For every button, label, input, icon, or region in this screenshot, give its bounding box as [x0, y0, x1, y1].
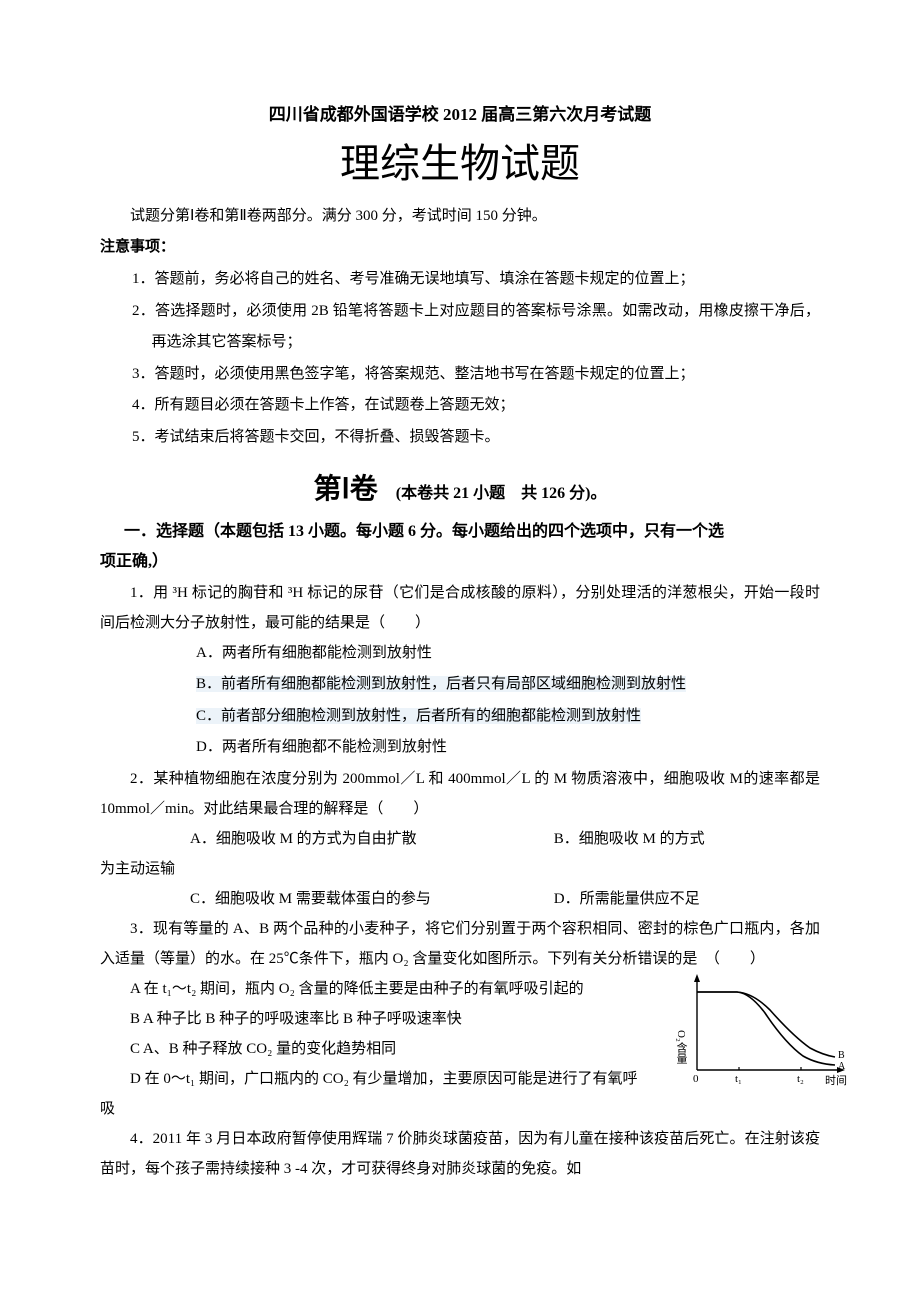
curve-b — [697, 992, 835, 1057]
t1-label: t₁ — [735, 1073, 742, 1085]
question-2: 2．某种植物细胞在浓度分别为 200mmol／L 和 400mmol／L 的 M… — [100, 764, 820, 824]
notice-item: 4．所有题目必须在答题卡上作答，在试题卷上答题无效； — [132, 390, 820, 422]
curve-a-label: A — [838, 1061, 846, 1072]
q1-option-a: A．两者所有细胞都能检测到放射性 — [196, 638, 820, 670]
volume-sub: (本卷共 21 小题 共 126 分)。 — [396, 485, 607, 502]
q1-option-b: B．前者所有细胞都能检测到放射性，后者只有局部区域细胞检测到放射性 — [196, 669, 820, 701]
notice-item: 1．答题前，务必将自己的姓名、考号准确无误地填写、填涂在答题卡规定的位置上； — [132, 264, 820, 296]
q2-option-c: C．细胞吸收 M 需要载体蛋白的参与 — [190, 884, 550, 914]
y-axis-label: O₂含量 — [675, 1030, 688, 1064]
o2-graph: O₂含量 时间 0 t₁ t₂ A B — [675, 968, 850, 1088]
question-1: 1．用 ³H 标记的胸苷和 ³H 标记的尿苷（它们是合成核酸的原料），分别处理活… — [100, 578, 820, 638]
x-axis-label: 时间 — [825, 1074, 847, 1087]
q2-option-d: D．所需能量供应不足 — [554, 884, 700, 914]
q2-option-b-cont: 为主动运输 — [100, 854, 820, 884]
question-4: 4．2011 年 3 月日本政府暂停使用辉瑞 7 价肺炎球菌疫苗，因为有儿童在接… — [100, 1124, 820, 1184]
notice-item: 5．考试结束后将答题卡交回，不得折叠、损毁答题卡。 — [132, 422, 820, 454]
q2-option-a: A．细胞吸收 M 的方式为自由扩散 — [190, 824, 550, 854]
question-2-options-row1: A．细胞吸收 M 的方式为自由扩散 B．细胞吸收 M 的方式 — [100, 824, 820, 854]
question-3-container: 3．现有等量的 A、B 两个品种的小麦种子，将它们分别置于两个容积相同、密封的棕… — [100, 914, 820, 1124]
notice-item: 3．答题时，必须使用黑色签字笔，将答案规范、整洁地书写在答题卡规定的位置上； — [132, 359, 820, 391]
t0-label: 0 — [693, 1073, 699, 1085]
exam-main-title: 理综生物试题 — [100, 131, 820, 189]
q1-option-c: C．前者部分细胞检测到放射性，后者所有的细胞都能检测到放射性 — [196, 701, 820, 733]
section-one-title-cont: 项正确,） — [100, 547, 820, 577]
exam-subtitle: 四川省成都外国语学校 2012 届高三第六次月考试题 — [100, 100, 820, 125]
question-3: 3．现有等量的 A、B 两个品种的小麦种子，将它们分别置于两个容积相同、密封的棕… — [100, 914, 820, 974]
q2-option-b: B．细胞吸收 M 的方式 — [554, 824, 705, 854]
t2-label: t₂ — [797, 1073, 804, 1085]
section-one-title: 一．选择题（本题包括 13 小题。每小题 6 分。每小题给出的四个选项中，只有一… — [100, 517, 820, 547]
notice-label: 注意事项： — [100, 231, 820, 264]
curve-a — [697, 992, 835, 1065]
q1-option-d: D．两者所有细胞都不能检测到放射性 — [196, 732, 820, 764]
exam-intro: 试题分第Ⅰ卷和第Ⅱ卷两部分。满分 300 分，考试时间 150 分钟。 — [100, 201, 820, 231]
notice-item: 2．答选择题时，必须使用 2B 铅笔将答题卡上对应题目的答案标号涂黑。如需改动，… — [132, 296, 820, 359]
question-1-options: A．两者所有细胞都能检测到放射性 B．前者所有细胞都能检测到放射性，后者只有局部… — [100, 638, 820, 764]
question-2-options-row2: C．细胞吸收 M 需要载体蛋白的参与 D．所需能量供应不足 — [100, 884, 820, 914]
notice-list: 1．答题前，务必将自己的姓名、考号准确无误地填写、填涂在答题卡规定的位置上； 2… — [100, 264, 820, 453]
volume-main: 第Ⅰ卷 — [314, 474, 378, 505]
volume-heading: 第Ⅰ卷 (本卷共 21 小题 共 126 分)。 — [100, 467, 820, 507]
curve-b-label: B — [838, 1050, 845, 1061]
